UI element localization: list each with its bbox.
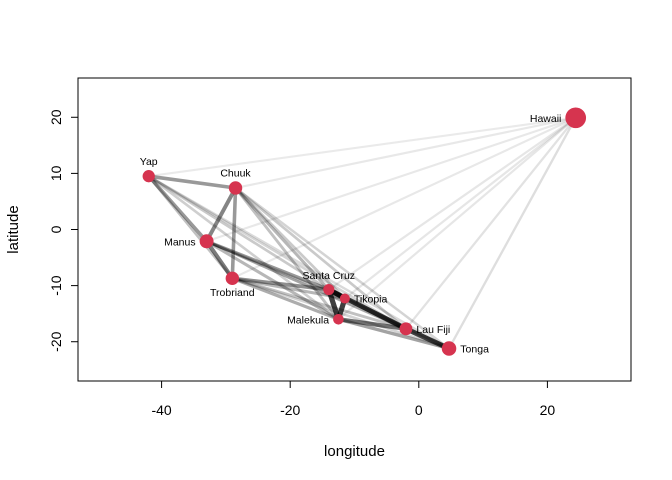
node-label-hawaii: Hawaii <box>530 113 562 125</box>
edge-manus-tikopia <box>205 239 347 300</box>
edge-malekula-tonga <box>336 317 451 351</box>
x-tick-label: 0 <box>415 402 423 418</box>
y-axis-title: latitude <box>5 205 22 253</box>
edge-chuuk-santa-cruz <box>234 186 331 292</box>
edge-chuuk-lau-fiji <box>234 186 408 331</box>
node-label-manus: Manus <box>164 236 196 248</box>
y-tick-label: 0 <box>48 225 64 233</box>
edge-yap-chuuk <box>146 174 238 190</box>
node-lau-fiji <box>399 322 413 336</box>
node-tonga <box>441 341 457 356</box>
edge-chuuk-tonga <box>234 186 451 350</box>
node-manus <box>199 234 214 249</box>
edge-hawaii-santa-cruz <box>327 116 577 291</box>
x-axis-title: longitude <box>324 443 385 460</box>
edge-yap-santa-cruz <box>147 174 331 291</box>
edge-chuuk-tikopia <box>234 186 347 300</box>
edge-chuuk-manus <box>204 186 238 244</box>
node-label-trobriand: Trobriand <box>210 287 255 299</box>
edge-yap-tonga <box>147 174 451 350</box>
edge-chuuk-malekula <box>234 186 340 321</box>
y-tick-label: 10 <box>48 165 64 181</box>
edge-hawaii-chuuk <box>234 116 577 190</box>
node-label-malekula: Malekula <box>287 314 329 326</box>
nodes-layer <box>142 107 587 356</box>
edge-trobriand-tikopia <box>230 276 347 301</box>
y-axis: -20 -10 0 10 20 <box>48 109 79 352</box>
edge-yap-lau-fiji <box>147 174 408 331</box>
edge-malekula-lau-fiji <box>336 317 409 331</box>
edge-trobriand-santa-cruz <box>230 276 331 292</box>
edge-hawaii-malekula <box>337 116 577 321</box>
x-tick-label: 20 <box>540 402 556 418</box>
node-hawaii <box>565 107 587 129</box>
node-label-yap: Yap <box>140 156 158 168</box>
node-tikopia <box>339 293 350 304</box>
y-tick-label: -20 <box>48 331 64 351</box>
edge-manus-santa-cruz <box>204 239 331 292</box>
y-tick-label: 20 <box>48 109 64 125</box>
edge-chuuk-trobriand <box>230 186 238 281</box>
node-chuuk <box>228 181 243 195</box>
x-axis: -40 -20 0 20 <box>151 380 556 418</box>
edge-trobriand-malekula <box>230 276 341 321</box>
node-label-lau-fiji: Lau Fiji <box>416 324 450 336</box>
edge-trobriand-lau-fiji <box>230 276 408 331</box>
edge-yap-manus <box>146 174 209 244</box>
x-tick-label: -40 <box>151 402 171 418</box>
node-santa-cruz <box>323 283 335 296</box>
edge-yap-malekula <box>147 174 340 321</box>
node-yap <box>142 170 155 183</box>
x-tick-label: -20 <box>280 402 300 418</box>
node-label-chuuk: Chuuk <box>220 167 251 179</box>
node-malekula <box>333 313 344 325</box>
edge-hawaii-yap <box>147 116 577 178</box>
node-trobriand <box>225 271 240 286</box>
edge-manus-trobriand <box>204 239 235 281</box>
edge-hawaii-trobriand <box>231 116 577 280</box>
node-labels-layer: Malekula Tikopia Santa Cruz Yap Lau Fiji Trob… <box>140 113 562 356</box>
edge-lau-fiji-tonga <box>403 326 452 351</box>
edge-hawaii-manus <box>205 116 577 243</box>
edge-hawaii-lau-fiji <box>404 116 577 330</box>
edge-hawaii-tikopia <box>343 116 577 300</box>
edge-hawaii-tonga <box>447 116 577 350</box>
node-label-tikopia: Tikopia <box>354 294 388 306</box>
y-tick-label: -10 <box>48 275 64 295</box>
node-label-tonga: Tonga <box>460 344 489 356</box>
edge-manus-malekula <box>205 239 340 321</box>
node-label-santa-cruz: Santa Cruz <box>303 270 356 282</box>
